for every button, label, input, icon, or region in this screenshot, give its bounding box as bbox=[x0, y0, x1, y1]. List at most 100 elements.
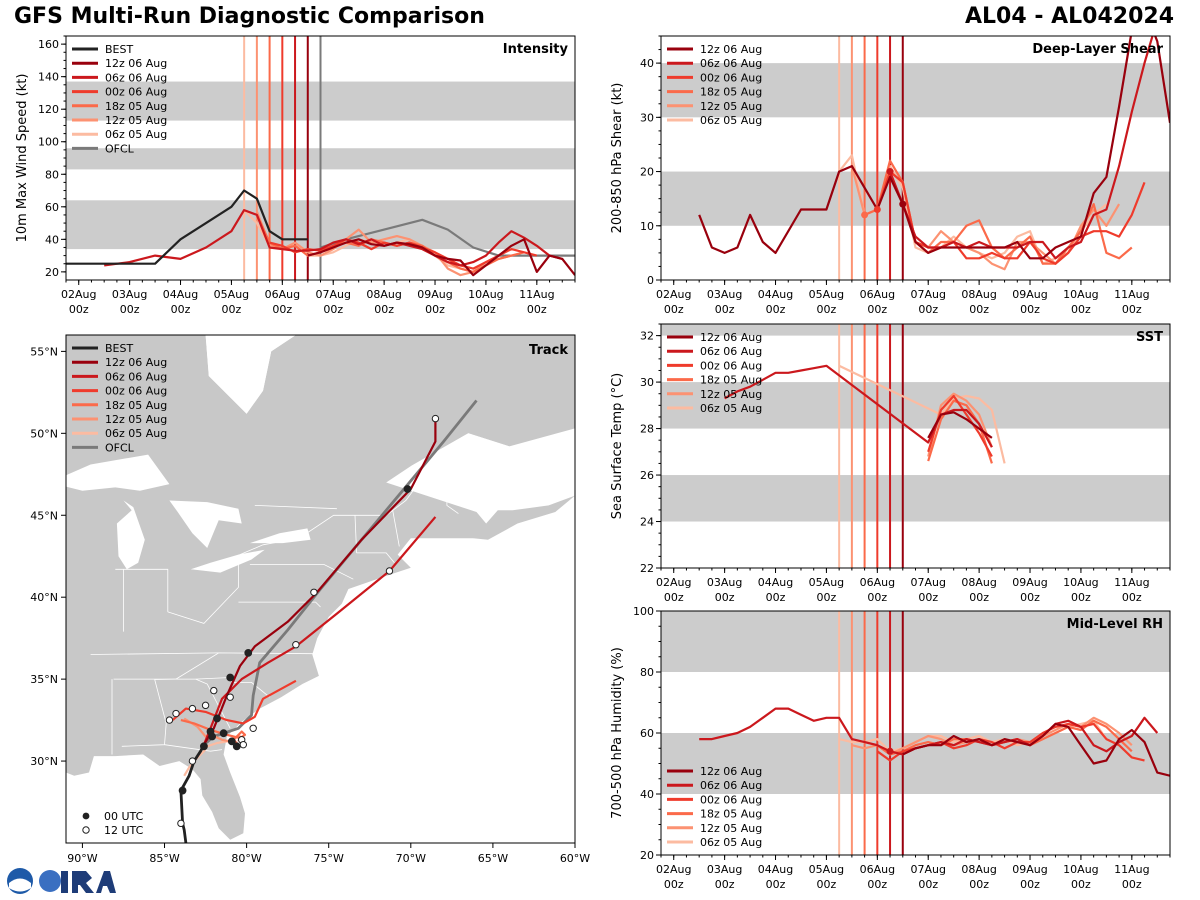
sst-xtick-label: 05Aug bbox=[809, 576, 844, 589]
rh-legend-label: 00z 06 Aug bbox=[700, 793, 762, 806]
shear-xtick-label: 09Aug bbox=[1012, 288, 1047, 301]
intensity-xtick-label: 00z bbox=[171, 303, 191, 316]
track-xtick-label: 65°W bbox=[478, 852, 508, 865]
intensity-xtick-label: 05Aug bbox=[214, 288, 249, 301]
rh-xtick-label: 00z bbox=[918, 878, 938, 891]
track-marker-12utc bbox=[431, 414, 440, 423]
track-marker-00utc bbox=[244, 649, 253, 657]
shear-xtick-label: 03Aug bbox=[707, 288, 742, 301]
track-marker-00utc bbox=[226, 673, 235, 682]
shear-xtick-label: 10Aug bbox=[1063, 288, 1098, 301]
intensity-legend-label: 12z 06 Aug bbox=[105, 57, 167, 70]
track-marker-12utc bbox=[201, 701, 210, 710]
shear-legend-label: 00z 06 Aug bbox=[700, 71, 762, 84]
sst-legend-label: 06z 05 Aug bbox=[700, 402, 762, 415]
border-ga-sc bbox=[195, 678, 231, 729]
hudson-bay-water bbox=[205, 335, 296, 414]
shear-ylabel: 200-850 hPa Shear (kt) bbox=[610, 83, 625, 234]
track-frame bbox=[65, 334, 576, 844]
track-marker-12utc bbox=[310, 588, 318, 596]
sst-band-1 bbox=[661, 382, 1170, 429]
shear-legend-label: 06z 06 Aug bbox=[700, 57, 762, 70]
intensity-title: Intensity bbox=[503, 42, 569, 57]
intensity-xtick-label: 07Aug bbox=[315, 288, 350, 301]
rh-legend-label: 12z 05 Aug bbox=[700, 822, 762, 835]
shear-ytick-label: 0 bbox=[647, 274, 654, 287]
rh-xtick-label: 00z bbox=[1122, 878, 1142, 891]
sst-xtick-label: 08Aug bbox=[961, 576, 996, 589]
track-plot-area bbox=[66, 335, 575, 843]
border-on-qc bbox=[254, 505, 337, 510]
track-line bbox=[179, 744, 206, 843]
shear-init-dot bbox=[861, 211, 869, 219]
sst-title: SST bbox=[1136, 330, 1163, 345]
intensity-xtick-label: 00z bbox=[120, 303, 140, 316]
legend-marker-12utc bbox=[82, 826, 90, 834]
shear-plot-area bbox=[661, 36, 1170, 280]
intensity-xtick-label: 00z bbox=[476, 303, 496, 316]
border-ky-tn bbox=[90, 652, 219, 655]
rh-xtick-label: 00z bbox=[867, 878, 887, 891]
border-fl-ga bbox=[164, 744, 223, 752]
lake-michigan bbox=[116, 500, 145, 570]
rh-ytick-label: 100 bbox=[633, 605, 654, 618]
intensity-ytick-label: 120 bbox=[38, 103, 59, 116]
intensity-legend-label: 18z 05 Aug bbox=[105, 100, 167, 113]
track-marker-12utc bbox=[239, 740, 248, 749]
sst-xtick-label: 00z bbox=[1122, 591, 1142, 604]
intensity-xtick-label: 11Aug bbox=[519, 288, 554, 301]
sst-xtick-label: 07Aug bbox=[910, 576, 945, 589]
sst-xtick-label: 00z bbox=[1071, 591, 1091, 604]
track-marker-12utc bbox=[165, 716, 174, 724]
rh-xtick-label: 06Aug bbox=[860, 863, 895, 876]
intensity-plot-area bbox=[66, 36, 575, 280]
rh-xtick-label: 08Aug bbox=[961, 863, 996, 876]
lake-superior bbox=[66, 454, 170, 491]
track-line bbox=[203, 399, 478, 746]
legend-marker-00utc-label: 00 UTC bbox=[104, 810, 144, 823]
sst-band-2 bbox=[661, 324, 1170, 336]
track-marker-12utc bbox=[188, 757, 197, 765]
track-marker-12utc bbox=[188, 704, 197, 713]
shear-legend-label: 12z 06 Aug bbox=[700, 43, 762, 56]
sst-ylabel: Sea Surface Temp (°C) bbox=[610, 373, 625, 520]
track-marker-00utc bbox=[403, 485, 412, 493]
sst-xtick-label: 09Aug bbox=[1012, 576, 1047, 589]
intensity-series-line bbox=[66, 189, 308, 265]
track-ytick-label: 40°N bbox=[30, 591, 58, 604]
track-xtick-label: 75°W bbox=[314, 852, 344, 865]
intensity-xtick-label: 08Aug bbox=[366, 288, 401, 301]
sst-xtick-label: 03Aug bbox=[707, 576, 742, 589]
track-marker-00utc bbox=[200, 742, 208, 751]
intensity-xtick-label: 00z bbox=[374, 303, 394, 316]
lake-erie bbox=[190, 549, 265, 573]
shear-xtick-label: 00z bbox=[867, 303, 887, 316]
shear-xtick-label: 00z bbox=[1122, 303, 1142, 316]
rh-xtick-label: 11Aug bbox=[1114, 863, 1149, 876]
intensity-ytick-label: 60 bbox=[45, 201, 59, 214]
sst-ytick-label: 28 bbox=[640, 423, 654, 436]
rh-xtick-label: 10Aug bbox=[1063, 863, 1098, 876]
track-legend-label: 00z 06 Aug bbox=[105, 385, 167, 398]
cira-globe-icon bbox=[39, 870, 61, 892]
sst-legend-label: 00z 06 Aug bbox=[700, 359, 762, 372]
sst-series-line bbox=[927, 411, 993, 439]
intensity-ytick-label: 140 bbox=[38, 71, 59, 84]
cira-letter-a-icon bbox=[96, 871, 116, 893]
track-legend-label: 12z 05 Aug bbox=[105, 413, 167, 426]
sst-legend-label: 06z 06 Aug bbox=[700, 345, 762, 358]
sst-xtick-label: 00z bbox=[867, 591, 887, 604]
sst-legend-label: 12z 05 Aug bbox=[700, 388, 762, 401]
track-marker-00utc bbox=[213, 714, 221, 723]
sst-xtick-label: 10Aug bbox=[1063, 576, 1098, 589]
rh-xtick-label: 00z bbox=[969, 878, 989, 891]
shear-xtick-label: 08Aug bbox=[961, 288, 996, 301]
shear-init-dot bbox=[873, 206, 881, 214]
track-marker-12utc bbox=[292, 641, 300, 649]
cira-letter-r-icon bbox=[72, 871, 94, 893]
track-marker-12utc bbox=[226, 693, 234, 701]
shear-band-0 bbox=[661, 171, 1170, 226]
sst-legend-label: 12z 06 Aug bbox=[700, 331, 762, 344]
